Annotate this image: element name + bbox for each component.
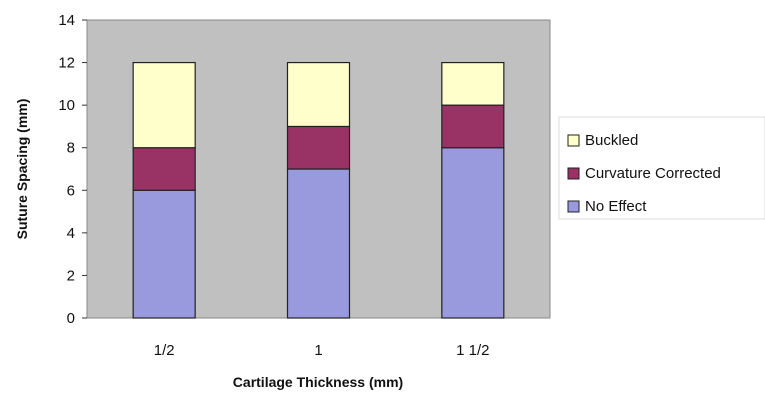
bar-segment-buckled: [441, 61, 505, 106]
y-tick-label: 8: [67, 140, 75, 157]
x-tick-label: 1: [314, 342, 322, 359]
legend-swatch: [567, 167, 580, 180]
legend-label: Buckled: [585, 132, 638, 149]
legend: Buckled Curvature Corrected No Effect: [558, 116, 765, 220]
legend-swatch: [567, 134, 580, 147]
legend-swatch: [567, 200, 580, 213]
bar-segment-curvature-corrected: [132, 147, 196, 191]
legend-box: [558, 116, 765, 220]
y-axis-title: Suture Spacing (mm): [14, 99, 30, 240]
bar-segment-curvature-corrected: [441, 104, 505, 149]
bar-segment-buckled: [286, 61, 351, 128]
y-tick-label: 10: [58, 97, 75, 114]
bar-segment-no-effect: [441, 147, 505, 319]
bar-segment-no-effect: [286, 168, 351, 319]
bar-segment-curvature-corrected: [286, 125, 351, 170]
bar-segment-buckled: [132, 61, 196, 149]
y-tick-label: 0: [67, 310, 75, 327]
legend-label: Curvature Corrected: [585, 165, 721, 182]
x-tick-label: 1 1/2: [456, 342, 489, 359]
y-tick-label: 6: [67, 182, 75, 199]
x-axis-title: Cartilage Thickness (mm): [233, 374, 403, 390]
y-axis: 0 2 4 6 8 10 12 14: [58, 12, 87, 327]
y-tick-label: 12: [58, 55, 75, 72]
bar-segment-no-effect: [132, 189, 196, 319]
x-tick-label: 1/2: [154, 342, 175, 359]
x-axis: 1/2 1 1 1/2: [154, 342, 490, 359]
bars: [132, 61, 505, 319]
y-tick-label: 14: [58, 12, 75, 29]
legend-label: No Effect: [585, 198, 647, 215]
y-tick-label: 4: [67, 225, 75, 242]
y-tick-label: 2: [67, 267, 75, 284]
